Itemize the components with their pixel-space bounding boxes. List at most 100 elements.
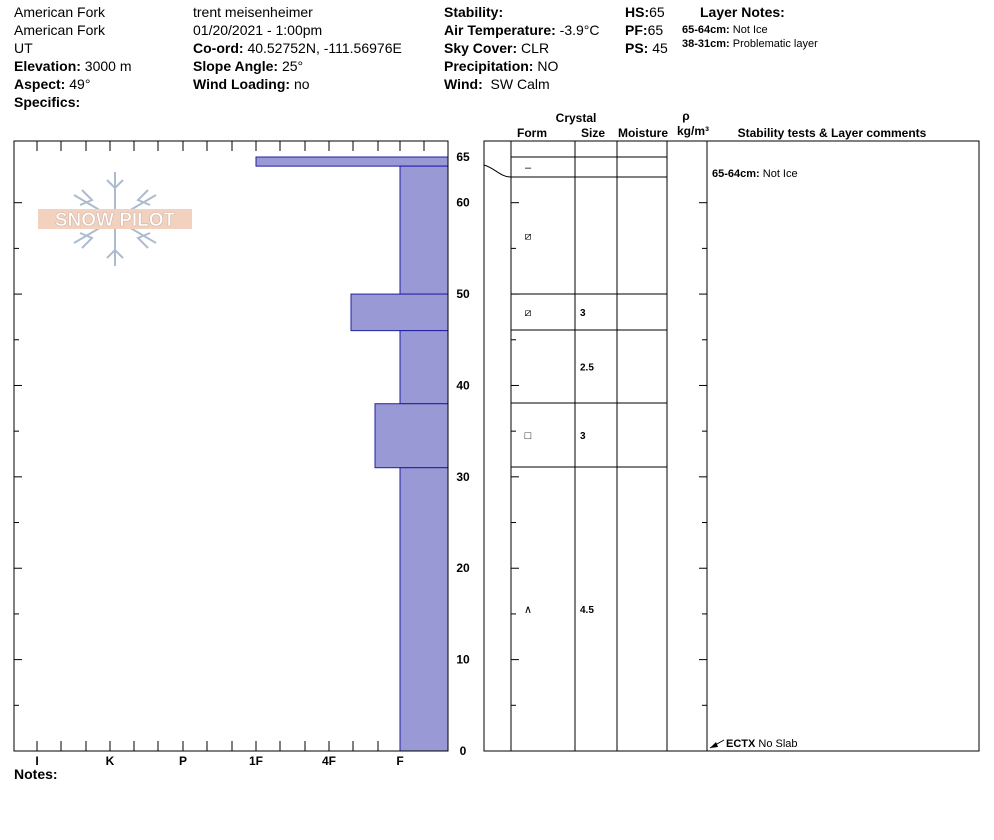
pf-row: PF:65 xyxy=(625,21,668,39)
hs-label: HS: xyxy=(625,4,650,20)
air-temp-value: -3.9°C xyxy=(559,22,600,38)
notes-label: Notes: xyxy=(14,766,58,782)
conditions-block: Stability: Air Temperature: -3.9°C Sky C… xyxy=(444,3,600,93)
grain-size-value: 3 xyxy=(580,431,586,442)
slope-row: Slope Angle: 25° xyxy=(193,57,402,75)
stability-test-result: No Slab xyxy=(755,738,797,750)
hardness-tick-label: 1F xyxy=(249,754,263,768)
sky-row: Sky Cover: CLR xyxy=(444,39,600,57)
hardness-frame xyxy=(13,140,449,752)
grain-size-value: 4.5 xyxy=(580,605,594,616)
hardness-bar xyxy=(255,156,449,167)
crystal-header: Crystal xyxy=(556,111,597,125)
hs-value: 65 xyxy=(649,4,665,20)
layer-notes-title-text: Layer Notes: xyxy=(700,4,785,20)
grain-form-symbol: □ xyxy=(525,430,532,442)
observer-name: trent meisenheimer xyxy=(193,4,313,20)
specifics-label: Specifics: xyxy=(14,94,81,110)
specifics-row: Specifics: xyxy=(14,93,132,111)
layer-note: 38-31cm: Problematic layer xyxy=(682,37,818,51)
layer-note-range: 65-64cm: xyxy=(682,24,730,36)
aspect-label: Aspect: xyxy=(14,76,66,92)
wind-value: SW Calm xyxy=(490,76,550,92)
location-range: American Fork xyxy=(14,22,106,38)
sky-value: CLR xyxy=(521,40,550,56)
column-headers: Crystal Form Size Moisture ρ kg/m³ Stabi… xyxy=(517,109,927,140)
layer-table-frame xyxy=(483,140,980,752)
observer-block: trent meisenheimer 01/20/2021 - 1:00pm C… xyxy=(193,3,402,93)
layer-note: 65-64cm: Not Ice xyxy=(682,23,818,37)
grain-form-symbol: – xyxy=(525,162,532,174)
grain-size-value: 3 xyxy=(580,308,586,319)
air-temp-row: Air Temperature: -3.9°C xyxy=(444,21,600,39)
hs-row: HS:65 xyxy=(625,3,668,21)
hardness-tick-label: K xyxy=(106,754,115,768)
hardness-axis: I K P 1F 4F F xyxy=(13,141,449,768)
wind-label: Wind: xyxy=(444,76,483,92)
table-column-lines xyxy=(510,141,708,751)
layer-notes-title: Layer Notes: xyxy=(700,3,785,21)
wind-loading-value: no xyxy=(293,76,310,92)
elevation-value: 3000 m xyxy=(84,58,132,74)
logo-band xyxy=(38,209,192,229)
stability-header: Stability tests & Layer comments xyxy=(738,126,927,140)
grain-form-symbol: ∧ xyxy=(524,604,532,616)
ps-label: PS: xyxy=(625,40,649,56)
hardness-bar xyxy=(350,293,449,332)
slope-value: 25° xyxy=(281,58,304,74)
depth-tick-label: 0 xyxy=(460,744,467,758)
notes-row: Notes: xyxy=(14,765,58,783)
ps-row: PS: 45 xyxy=(625,39,668,57)
depth-tick-label: 10 xyxy=(456,653,470,667)
grain-size-value: 2.5 xyxy=(580,363,594,374)
slope-label: Slope Angle: xyxy=(193,58,279,74)
depth-tick-label: 50 xyxy=(456,287,470,301)
depth-tick-label: 30 xyxy=(456,470,470,484)
layer-connector xyxy=(483,164,512,178)
precip-row: Precipitation: NO xyxy=(444,57,600,75)
location-name: American Fork xyxy=(14,4,106,20)
layer-comments: 65-64cm: Not Ice ECTX No Slab xyxy=(709,168,798,750)
depth-tick-label: 40 xyxy=(456,378,470,392)
hardness-bars xyxy=(255,156,449,752)
wind-loading-row: Wind Loading: no xyxy=(193,75,402,93)
wind-loading-label: Wind Loading: xyxy=(193,76,291,92)
sky-label: Sky Cover: xyxy=(444,40,518,56)
layer-note-text: Not Ice xyxy=(732,24,768,36)
elevation-label: Elevation: xyxy=(14,58,81,74)
stability-test-arrow xyxy=(710,742,718,748)
table-depth-ticks xyxy=(511,202,707,706)
stability-row: Stability: xyxy=(444,3,600,21)
layer-comment: 65-64cm: Not Ice xyxy=(712,168,798,180)
layer-note-range: 38-31cm: xyxy=(682,38,730,50)
stability-label: Stability: xyxy=(444,4,504,20)
hardness-tick-label: 4F xyxy=(322,754,336,768)
aspect-row: Aspect: 49° xyxy=(14,75,132,93)
aspect-value: 49° xyxy=(69,76,91,92)
rho-header: ρ xyxy=(682,109,689,123)
observation-datetime: 01/20/2021 - 1:00pm xyxy=(193,22,323,38)
hardness-bar xyxy=(399,165,449,295)
wind-row: Wind: SW Calm xyxy=(444,75,600,93)
coord-value: 40.52752N, -111.56976E xyxy=(247,40,402,56)
hardness-bar xyxy=(399,467,449,752)
depth-tick-label: 65 xyxy=(456,150,470,164)
depth-labels: 0 10 20 30 40 50 60 65 xyxy=(456,150,470,758)
pf-value: 65 xyxy=(647,22,664,38)
layer-note-text: Problematic layer xyxy=(732,38,818,50)
layer-comment-text: Not Ice xyxy=(760,168,798,180)
air-temp-label: Air Temperature: xyxy=(444,22,556,38)
precip-value: NO xyxy=(537,58,559,74)
size-header: Size xyxy=(581,126,605,140)
layer-rows: – ⧄ ⧄ 3 2.5 □ 3 ∧ 4.5 xyxy=(483,156,667,616)
elevation-row: Elevation: 3000 m xyxy=(14,57,132,75)
depth-tick-label: 20 xyxy=(456,561,470,575)
ps-value: 45 xyxy=(652,40,668,56)
logo-text: SNOW PILOT xyxy=(55,210,176,231)
hardness-tick-label: F xyxy=(396,754,403,768)
snowpilot-logo: SNOW PILOT xyxy=(38,172,192,266)
stability-test: ECTX No Slab xyxy=(726,738,798,750)
precip-label: Precipitation: xyxy=(444,58,534,74)
pf-label: PF: xyxy=(625,22,648,38)
